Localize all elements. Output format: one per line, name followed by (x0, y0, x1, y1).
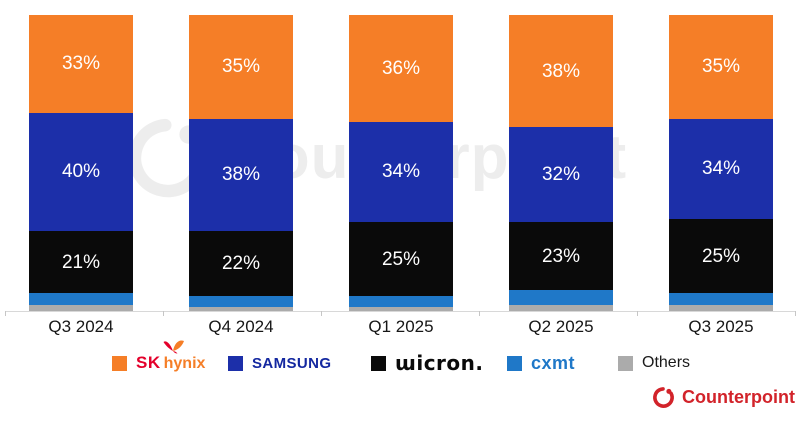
legend-item-others: Others (618, 353, 690, 373)
segment-samsung: 34% (349, 121, 453, 223)
legend-text-samsung: SAMSUNG (252, 354, 332, 372)
legend-marker-sk-hynix (112, 355, 127, 371)
segment-cxmt (29, 293, 133, 306)
axis-tick (479, 311, 480, 316)
x-axis-line (5, 311, 796, 312)
segment-others (669, 305, 773, 311)
bar-q1-2025: 36% 34% 25% (349, 15, 453, 311)
bar-q3-2025: 35% 34% 25% (669, 15, 773, 311)
segment-micron: 21% (29, 231, 133, 294)
segment-sk-hynix: 36% (349, 15, 453, 122)
legend-text-sk: SK (136, 353, 161, 372)
axis-tick (795, 311, 796, 316)
value-label: 34% (381, 161, 421, 183)
segment-samsung: 32% (509, 127, 613, 223)
x-axis-label-q2-2025: Q2 2025 (528, 317, 594, 336)
x-axis-label-q3-2024: Q3 2024 (48, 317, 114, 336)
segment-samsung: 34% (669, 118, 773, 220)
axis-tick (163, 311, 164, 316)
segment-micron: 25% (669, 219, 773, 294)
value-label: 23% (541, 245, 581, 267)
bar-q3-2024: 33% 40% 21% (29, 15, 133, 311)
legend-marker-cxmt (507, 355, 522, 371)
segment-others (29, 305, 133, 311)
counterpoint-logo: Counterpoint (652, 386, 795, 409)
value-label: 36% (381, 57, 421, 79)
segment-samsung: 40% (29, 112, 133, 232)
legend-item-sk-hynix: SK hynix (112, 340, 206, 373)
segment-others (509, 305, 613, 311)
value-label: 25% (381, 248, 421, 270)
value-label: 32% (541, 164, 581, 186)
legend-wordmark-micron: ɯicron. (395, 351, 484, 375)
value-label: 35% (701, 56, 741, 78)
value-label: 35% (221, 56, 261, 78)
axis-tick (5, 311, 6, 316)
legend-item-samsung: SAMSUNG (228, 353, 331, 373)
legend-text-cxmt: cxmt (531, 352, 576, 373)
segment-cxmt (669, 293, 773, 306)
segment-samsung: 38% (189, 118, 293, 232)
segment-micron: 22% (189, 231, 293, 297)
bar-q2-2025: 38% 32% 23% (509, 15, 613, 311)
value-label: 25% (701, 245, 741, 267)
x-axis-label-q3-2025: Q3 2025 (688, 317, 754, 336)
bar-q4-2024: 35% 38% 22% (189, 15, 293, 311)
legend-wordmark-samsung: SAMSUNG (252, 355, 331, 372)
segment-cxmt (509, 290, 613, 306)
segment-sk-hynix: 35% (669, 15, 773, 119)
value-label: 40% (61, 161, 101, 183)
segment-cxmt (349, 296, 453, 307)
legend-wordmark-sk-hynix: SK hynix (136, 340, 206, 373)
value-label: 34% (701, 158, 741, 180)
legend-marker-others (618, 355, 633, 371)
segment-sk-hynix: 38% (509, 15, 613, 128)
x-axis-label-q4-2024: Q4 2024 (208, 317, 274, 336)
segment-sk-hynix: 35% (189, 15, 293, 119)
value-label: 21% (61, 251, 101, 273)
segment-micron: 23% (509, 222, 613, 291)
axis-tick (637, 311, 638, 316)
legend-item-cxmt: cxmt (507, 353, 575, 373)
value-label: 38% (221, 164, 261, 186)
legend-marker-samsung (228, 355, 243, 371)
segment-others (349, 306, 453, 311)
segment-sk-hynix: 33% (29, 15, 133, 113)
value-label: 33% (61, 53, 101, 75)
legend-marker-micron (371, 355, 386, 371)
value-label: 22% (221, 253, 261, 275)
segment-cxmt (189, 296, 293, 307)
legend-text-others: Others (642, 354, 691, 371)
x-axis-label-q1-2025: Q1 2025 (368, 317, 434, 336)
value-label: 38% (541, 60, 581, 82)
segment-micron: 25% (349, 222, 453, 297)
counterpoint-logo-text: Counterpoint (682, 387, 795, 407)
legend-text-micron: ɯicron. (395, 351, 484, 375)
counterpoint-logo-icon (653, 387, 674, 408)
sk-hynix-wings-icon (163, 340, 184, 354)
legend-item-micron: ɯicron. (371, 353, 484, 373)
segment-others (189, 306, 293, 311)
legend-text-hynix: hynix (163, 355, 206, 372)
legend-wordmark-others: Others (642, 354, 690, 372)
legend-wordmark-cxmt: cxmt (531, 353, 575, 374)
axis-tick (321, 311, 322, 316)
